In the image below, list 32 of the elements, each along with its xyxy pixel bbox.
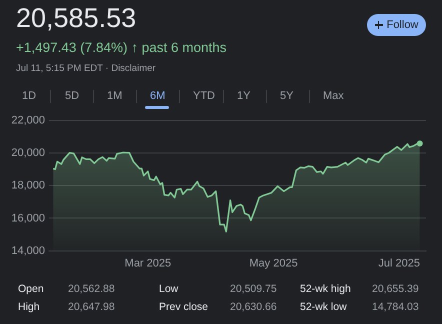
y-tick-label: 20,000 — [11, 147, 45, 160]
text: Prev close — [159, 301, 208, 313]
y-tick-label: 16,000 — [11, 212, 45, 224]
x-tick-label: Mar 2025 — [124, 257, 172, 270]
y-tick-label: 18,000 — [11, 180, 45, 192]
text: Open — [18, 283, 44, 295]
text: 5Y — [280, 90, 294, 102]
y-tick-label: 22,000 — [11, 114, 45, 127]
text: 20,630.66 — [230, 301, 277, 313]
text: 20,509.75 — [230, 283, 277, 295]
text: 1Y — [237, 90, 250, 102]
text: 6M — [150, 90, 166, 102]
x-tick-label: May 2025 — [249, 257, 298, 270]
chart-subtitle: +1,497.43 (7.84%) ↑ past 6 months — [16, 40, 227, 55]
x-tick-label: Jul 2025 — [378, 257, 420, 270]
text: Low — [159, 283, 178, 295]
text: 1M — [107, 90, 122, 102]
text: 1D — [22, 90, 36, 102]
text: 52-wk high — [300, 283, 351, 295]
text: High — [18, 301, 40, 313]
text: 20,647.98 — [68, 301, 115, 313]
text: 20,655.39 — [372, 283, 419, 295]
y-tick-label: 14,000 — [11, 244, 45, 257]
text: Follow — [386, 19, 418, 31]
text: YTD — [193, 90, 215, 102]
text: Max — [323, 90, 344, 102]
text: 5D — [65, 90, 80, 102]
text: 20,562.88 — [68, 283, 115, 295]
text: 52-wk low — [300, 301, 347, 313]
text: 14,784.03 — [372, 301, 419, 313]
text: Jul 11, 5:15 PM EDT · Disclaimer — [16, 63, 156, 74]
chart-title: 20,585.53 — [16, 3, 136, 34]
